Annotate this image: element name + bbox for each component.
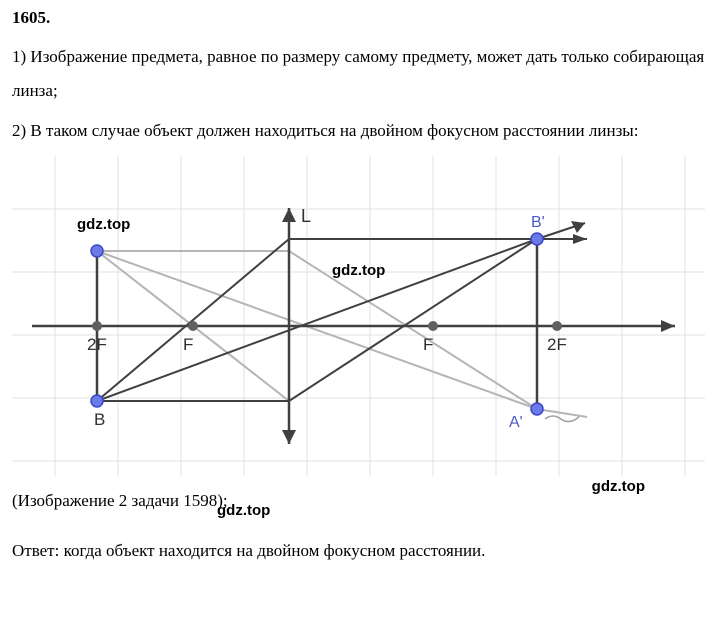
item-1: 1) Изображение предмета, равное по разме… bbox=[12, 40, 705, 108]
svg-text:A': A' bbox=[509, 414, 523, 431]
lens-diagram-svg: L 2F F F 2F B B' A' bbox=[12, 156, 705, 476]
watermark-1: gdz.top bbox=[77, 216, 130, 233]
watermark-4: gdz.top bbox=[217, 502, 270, 519]
watermark-3: gdz.top bbox=[592, 478, 645, 495]
svg-text:L: L bbox=[301, 206, 311, 226]
svg-text:F: F bbox=[423, 335, 433, 354]
item-2: 2) В таком случае объект должен находить… bbox=[12, 114, 705, 148]
optics-diagram: L 2F F F 2F B B' A' gdz.top gdz.top bbox=[12, 156, 705, 476]
svg-text:B: B bbox=[94, 410, 105, 429]
svg-text:F: F bbox=[183, 335, 193, 354]
svg-text:2F: 2F bbox=[87, 335, 107, 354]
problem-number: 1605. bbox=[12, 8, 705, 28]
answer: Ответ: когда объект находится на двойном… bbox=[12, 536, 705, 567]
svg-text:B': B' bbox=[531, 214, 545, 231]
svg-text:2F: 2F bbox=[547, 335, 567, 354]
watermark-2: gdz.top bbox=[332, 262, 385, 279]
